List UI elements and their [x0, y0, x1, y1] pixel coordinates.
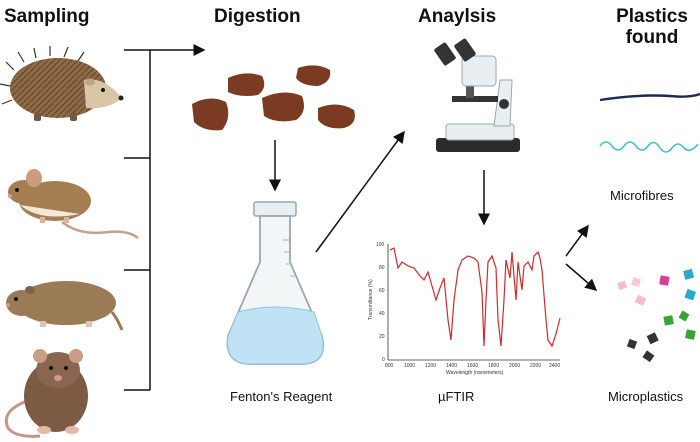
x-tick: 1400: [446, 363, 457, 369]
reagent-label: Fenton's Reagent: [230, 389, 333, 404]
ftir-spectrum: 100 80 60 40 20 0 800 1000 1200 1400 160…: [368, 242, 561, 376]
arrow-to-microplastics: [565, 263, 598, 291]
microscope-icon: [434, 38, 520, 152]
sampling-bracket: [124, 49, 151, 391]
hedgehog-icon: [0, 46, 124, 121]
spectrum-line: [389, 247, 561, 348]
header-plastics-line2: found: [625, 27, 679, 48]
method-label: µFTIR: [438, 389, 475, 404]
y-tick: 100: [376, 242, 385, 248]
microfibres-icon: [599, 92, 700, 153]
arrow-to-microfibres: [565, 224, 589, 257]
y-tick: 80: [379, 265, 385, 271]
spectrum-y-label: Transmittance (%): [368, 279, 374, 320]
x-tick: 1800: [488, 363, 499, 369]
flask-icon: [226, 201, 325, 365]
x-tick: 1600: [467, 363, 478, 369]
y-tick: 40: [379, 311, 385, 317]
x-tick: 2000: [509, 363, 520, 369]
microplastics-label: Microplastics: [608, 389, 684, 404]
y-tick: 60: [379, 288, 385, 294]
vole-icon: [6, 281, 124, 331]
x-tick: 1200: [425, 363, 436, 369]
spectrum-y-ticks: 100 80 60 40 20 0: [376, 242, 385, 363]
x-tick: 2200: [530, 363, 541, 369]
header-digestion: Digestion: [214, 6, 301, 27]
x-tick: 2400: [549, 363, 560, 369]
header-plastics-found: Plastics found: [611, 6, 693, 48]
spectrum-x-ticks: 800 1000 1200 1400 1600 1800 2000 2200 2…: [385, 363, 560, 369]
microplastics-icon: [617, 268, 697, 363]
microfibres-label: Microfibres: [610, 188, 674, 203]
x-tick: 1000: [404, 363, 415, 369]
spectrum-x-label: Wavelength (nanometers): [446, 370, 504, 376]
y-tick: 0: [382, 357, 385, 363]
rat-icon: [4, 349, 88, 438]
arrow-to-analysis: [315, 130, 405, 253]
x-tick: 800: [385, 363, 394, 369]
header-plastics-line1: Plastics: [616, 6, 688, 27]
y-tick: 20: [379, 334, 385, 340]
tissue-samples-icon: [192, 65, 355, 131]
mouse-icon: [8, 169, 139, 240]
header-analysis: Anaylsis: [418, 6, 497, 27]
header-sampling: Sampling: [4, 6, 90, 27]
